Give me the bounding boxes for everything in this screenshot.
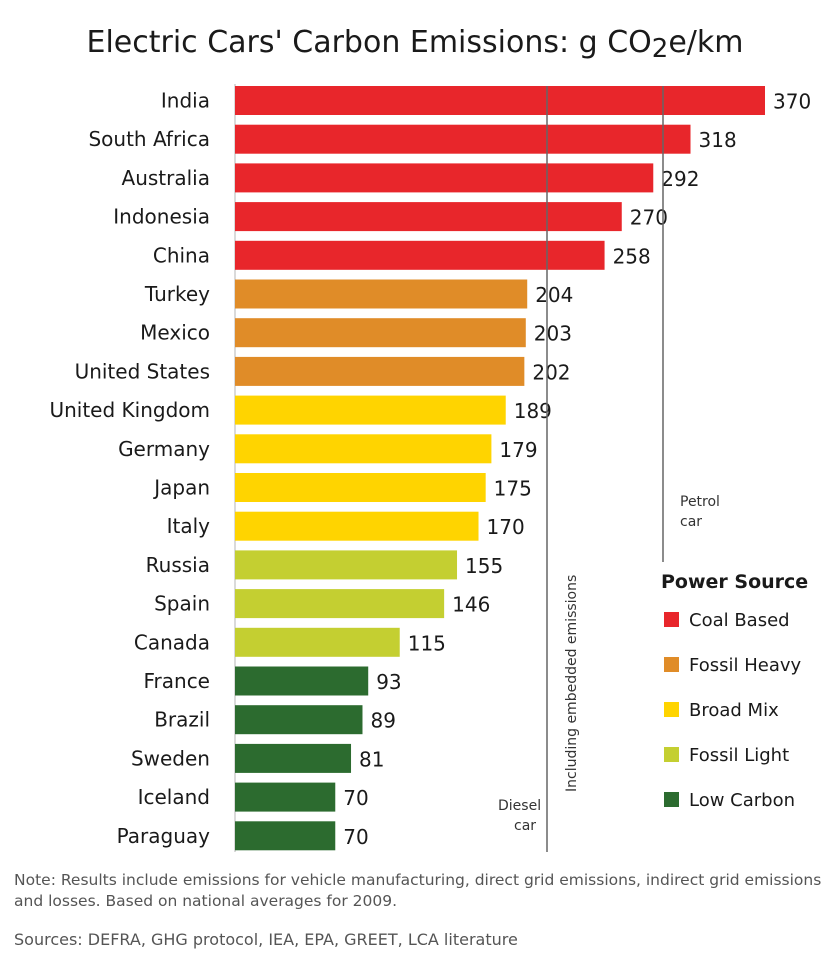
- legend-entry: Fossil Heavy: [689, 655, 801, 676]
- value-label: 170: [487, 515, 525, 539]
- reference-lines: Petrol car Diesel car Including embedded emi…: [498, 86, 720, 852]
- bar-canada: [235, 627, 400, 657]
- bar-spain: [235, 589, 445, 619]
- category-label: Paraguay: [117, 824, 211, 848]
- value-label: 203: [534, 322, 572, 346]
- value-label: 70: [343, 786, 368, 810]
- category-label: Canada: [134, 630, 210, 654]
- category-label: Japan: [152, 476, 210, 500]
- category-label: Italy: [167, 514, 211, 538]
- category-label: Iceland: [138, 785, 210, 809]
- legend-swatch: [664, 702, 679, 717]
- bar-germany: [235, 434, 492, 464]
- bar-paraguay: [235, 821, 336, 851]
- category-label: India: [161, 89, 210, 113]
- embedded-emissions-note: Including embedded emissions: [564, 575, 580, 792]
- value-label: 179: [499, 438, 537, 462]
- bar-united-states: [235, 356, 525, 386]
- diesel-reference-label: Diesel car: [498, 798, 541, 834]
- category-label: South Africa: [88, 127, 210, 151]
- legend-entry: Fossil Light: [689, 745, 789, 766]
- bar-south-africa: [235, 124, 691, 154]
- category-label: Spain: [154, 592, 210, 616]
- category-label: Australia: [122, 166, 210, 190]
- value-label: 89: [370, 709, 395, 733]
- bar-united-kingdom: [235, 395, 506, 425]
- value-label: 81: [359, 747, 384, 771]
- value-label: 270: [630, 206, 668, 230]
- petrol-reference-label: Petrol car: [680, 494, 720, 530]
- value-label: 155: [465, 554, 503, 578]
- bar-brazil: [235, 705, 363, 735]
- bar-france: [235, 666, 369, 696]
- bar-turkey: [235, 279, 528, 309]
- legend-swatch: [664, 612, 679, 627]
- legend-swatch: [664, 792, 679, 807]
- category-label: France: [143, 669, 210, 693]
- value-label: 318: [699, 128, 737, 152]
- category-label: Germany: [118, 437, 210, 461]
- chart-title: Electric Cars' Carbon Emissions: g CO2e/…: [86, 25, 743, 64]
- bar-indonesia: [235, 202, 622, 232]
- legend-entry: Broad Mix: [689, 700, 779, 721]
- category-label: Indonesia: [113, 205, 210, 229]
- bar-india: [235, 86, 765, 115]
- bars-group: India 370 South Africa 318 Australia 292 Indon…: [49, 86, 811, 851]
- value-label: 370: [773, 90, 811, 114]
- footnote: Note: Results include emissions for vehi…: [14, 871, 822, 910]
- value-label: 292: [661, 167, 699, 191]
- emissions-bar-chart: Electric Cars' Carbon Emissions: g CO2e/…: [49, 25, 811, 852]
- legend-entry: Low Carbon: [689, 790, 795, 811]
- category-label: Mexico: [140, 321, 210, 345]
- bar-sweden: [235, 743, 352, 773]
- category-label: Russia: [146, 553, 210, 577]
- bar-japan: [235, 473, 486, 502]
- category-label: Sweden: [131, 746, 210, 770]
- category-label: United Kingdom: [49, 398, 210, 422]
- value-label: 202: [532, 360, 570, 384]
- value-label: 115: [408, 631, 446, 655]
- bar-italy: [235, 511, 479, 541]
- sources-line: Sources: DEFRA, GHG protocol, IEA, EPA, …: [14, 930, 518, 949]
- legend-title: Power Source: [661, 571, 808, 593]
- value-label: 189: [514, 399, 552, 423]
- legend-entry: Coal Based: [689, 610, 790, 631]
- value-label: 146: [452, 593, 490, 617]
- legend-swatch: [664, 657, 679, 672]
- bar-mexico: [235, 318, 526, 348]
- category-label: United States: [75, 359, 210, 383]
- value-label: 175: [494, 477, 532, 501]
- bar-russia: [235, 550, 458, 580]
- value-label: 70: [343, 825, 368, 849]
- category-label: Brazil: [154, 708, 210, 732]
- value-label: 258: [613, 244, 651, 268]
- value-label: 93: [376, 670, 401, 694]
- bar-iceland: [235, 782, 336, 812]
- bar-china: [235, 240, 605, 270]
- category-label: China: [153, 243, 210, 267]
- legend: Power Source Coal Based Fossil Heavy Broad …: [661, 571, 808, 811]
- category-label: Turkey: [144, 282, 210, 306]
- legend-swatch: [664, 747, 679, 762]
- value-label: 204: [535, 283, 573, 307]
- bar-australia: [235, 163, 654, 193]
